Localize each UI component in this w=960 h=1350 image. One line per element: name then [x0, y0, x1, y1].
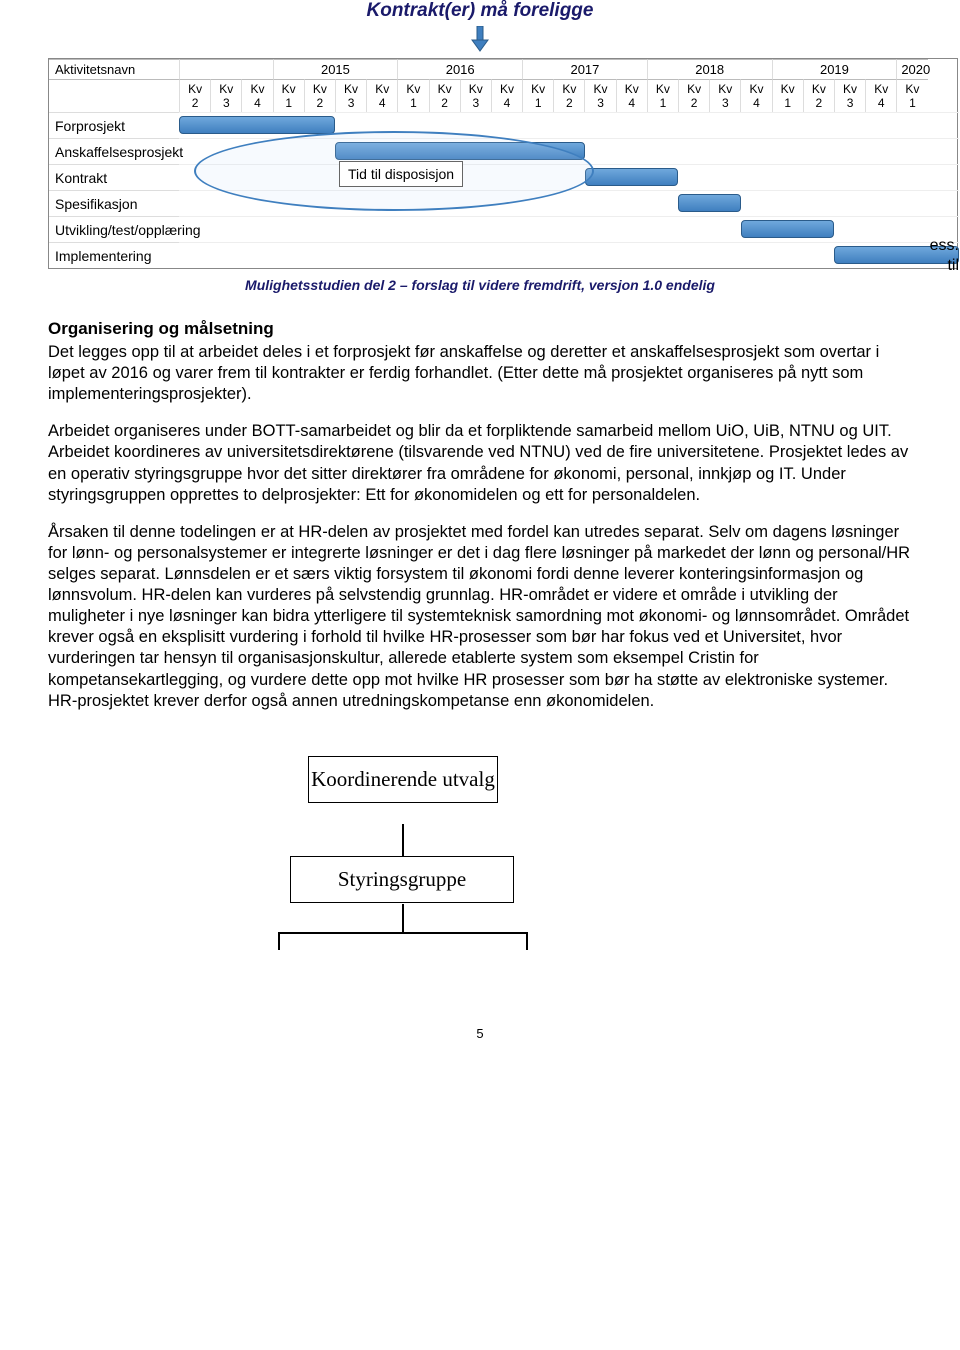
year-label: 2018: [647, 59, 772, 79]
q-label: Kv 1: [647, 79, 678, 112]
q-label: Kv 3: [584, 79, 615, 112]
q-label: Kv 1: [772, 79, 803, 112]
year-label: 2015: [273, 59, 398, 79]
chart-title: Kontrakt(er) må foreligge: [48, 0, 912, 22]
obscured-text-2: til: [947, 257, 959, 275]
q-label: Kv 3: [834, 79, 865, 112]
gantt-row-label: Utvikling/test/opplæring: [49, 216, 179, 242]
year-label: 2020: [896, 59, 927, 79]
q-label: Kv 3: [210, 79, 241, 112]
year-label: 2019: [772, 59, 897, 79]
gantt-row-cells: [179, 242, 959, 268]
org-box-styringsgruppe: Styringsgruppe: [290, 856, 514, 903]
gantt-row-cells: [179, 112, 959, 138]
page-number: 5: [48, 1026, 912, 1041]
org-connector: [526, 932, 528, 950]
year-label: 2016: [397, 59, 522, 79]
org-connector: [278, 932, 280, 950]
activity-header: Aktivitetsnavn: [49, 59, 179, 79]
gantt-row-label: Kontrakt: [49, 164, 179, 190]
q-label: Kv 4: [366, 79, 397, 112]
q-label: Kv 4: [616, 79, 647, 112]
figure-caption: Mulighetsstudien del 2 – forslag til vid…: [48, 277, 912, 293]
q-label: Kv 2: [678, 79, 709, 112]
paragraph-3: Årsaken til denne todelingen er at HR-de…: [48, 522, 912, 712]
org-box-koordinerende: Koordinerende utvalg: [308, 756, 498, 803]
q-label: Kv 2: [429, 79, 460, 112]
q-label: Kv 1: [896, 79, 927, 112]
org-chart: Koordinerende utvalg Styringsgruppe: [248, 756, 628, 986]
q-label: Kv 3: [709, 79, 740, 112]
gantt-chart: Aktivitetsnavn 2015 2016 2017 2018 2019 …: [48, 58, 958, 269]
q-label: Kv 1: [522, 79, 553, 112]
org-connector: [402, 904, 404, 932]
org-connector: [278, 932, 528, 934]
org-connector: [402, 824, 404, 856]
q-label: Kv 4: [491, 79, 522, 112]
gantt-row: Forprosjekt: [49, 112, 957, 138]
gantt-row-label: Implementering: [49, 242, 179, 268]
gantt-years-row: Aktivitetsnavn 2015 2016 2017 2018 2019 …: [49, 59, 957, 79]
q-label: Kv 4: [740, 79, 771, 112]
q-label: Kv 2: [803, 79, 834, 112]
gantt-bar: [741, 220, 835, 238]
gantt-row-cells: [179, 216, 959, 242]
gantt-row: Utvikling/test/opplæring: [49, 216, 957, 242]
gantt-bar: [678, 194, 740, 212]
q-label: Kv 1: [273, 79, 304, 112]
year-label: 2017: [522, 59, 647, 79]
gantt-quarters-row: Kv 2 Kv 3 Kv 4 Kv 1 Kv 2 Kv 3 Kv 4 Kv 1 …: [49, 79, 957, 112]
section-heading: Organisering og målsetning: [48, 319, 912, 339]
q-label: Kv 4: [865, 79, 896, 112]
q-label: Kv 3: [460, 79, 491, 112]
q-label: Kv 3: [335, 79, 366, 112]
q-label: Kv 4: [241, 79, 272, 112]
q-label: Kv 2: [304, 79, 335, 112]
callout-box: Tid til disposisjon: [339, 161, 463, 187]
q-label: Kv 2: [553, 79, 584, 112]
gantt-row: Implementering: [49, 242, 957, 268]
gantt-row-label: Forprosjekt: [49, 112, 179, 138]
q-label: Kv 1: [397, 79, 428, 112]
gantt-bar: [585, 168, 679, 186]
marker-arrow-icon: [470, 26, 490, 52]
q-label: Kv 2: [179, 79, 210, 112]
paragraph-1: Det legges opp til at arbeidet deles i e…: [48, 342, 912, 405]
year-blank: [179, 59, 273, 79]
gantt-row-label: Spesifikasjon: [49, 190, 179, 216]
obscured-text-1: ess.: [930, 237, 959, 255]
gantt-row-label: Anskaffelsesprosjekt: [49, 138, 179, 164]
paragraph-2: Arbeidet organiseres under BOTT-samarbei…: [48, 421, 912, 505]
gantt-bar: [179, 116, 335, 134]
